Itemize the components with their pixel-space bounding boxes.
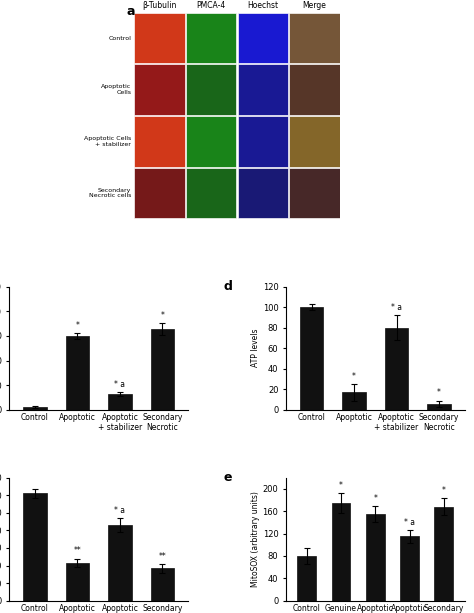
Text: *: * [352, 372, 356, 381]
FancyBboxPatch shape [134, 64, 185, 115]
FancyBboxPatch shape [134, 13, 185, 63]
Bar [385, 328, 408, 409]
Text: * a: * a [114, 380, 126, 389]
Text: * a: * a [114, 506, 126, 515]
Bar [400, 536, 419, 601]
Text: **: ** [159, 552, 166, 561]
Bar [108, 394, 132, 409]
Text: *: * [161, 311, 164, 320]
Text: Control: Control [108, 36, 131, 40]
Text: e: e [224, 471, 232, 484]
Text: *: * [339, 481, 343, 490]
FancyBboxPatch shape [289, 13, 340, 63]
FancyBboxPatch shape [134, 116, 185, 167]
Text: a: a [126, 4, 135, 18]
Text: PMCA-4: PMCA-4 [197, 1, 226, 10]
Text: Secondary
Necrotic cells: Secondary Necrotic cells [89, 188, 131, 199]
FancyBboxPatch shape [289, 116, 340, 167]
FancyBboxPatch shape [237, 116, 288, 167]
Bar [66, 563, 89, 601]
Text: * a: * a [404, 517, 415, 527]
FancyBboxPatch shape [186, 13, 237, 63]
Text: β-Tubulin: β-Tubulin [142, 1, 177, 10]
Text: Merge: Merge [302, 1, 327, 10]
FancyBboxPatch shape [237, 13, 288, 63]
FancyBboxPatch shape [237, 167, 288, 218]
FancyBboxPatch shape [289, 64, 340, 115]
Text: d: d [224, 281, 232, 294]
FancyBboxPatch shape [186, 116, 237, 167]
Text: Apoptotic Cells
+ stabilizer: Apoptotic Cells + stabilizer [84, 136, 131, 147]
Text: *: * [442, 486, 446, 495]
Bar [342, 392, 366, 409]
Text: **: ** [73, 546, 82, 555]
Bar [23, 407, 46, 409]
Bar [297, 556, 316, 601]
Text: Apoptotic
Cells: Apoptotic Cells [101, 85, 131, 95]
Bar [331, 503, 350, 601]
FancyBboxPatch shape [289, 167, 340, 218]
Text: *: * [75, 321, 80, 330]
FancyBboxPatch shape [134, 167, 185, 218]
Text: Hoechst: Hoechst [247, 1, 278, 10]
Text: * a: * a [391, 303, 402, 312]
Text: *: * [374, 493, 377, 503]
FancyBboxPatch shape [186, 167, 237, 218]
FancyBboxPatch shape [186, 64, 237, 115]
Y-axis label: ATP levels: ATP levels [251, 329, 260, 367]
Bar [151, 329, 174, 409]
Bar [66, 336, 89, 409]
Bar [435, 507, 453, 601]
Text: *: * [437, 389, 441, 397]
Bar [300, 307, 323, 409]
Bar [428, 403, 451, 409]
Bar [108, 525, 132, 601]
Bar [366, 514, 385, 601]
Bar [151, 568, 174, 601]
Y-axis label: MitoSOX (arbitrary units): MitoSOX (arbitrary units) [251, 491, 260, 587]
Bar [23, 493, 46, 601]
FancyBboxPatch shape [237, 64, 288, 115]
